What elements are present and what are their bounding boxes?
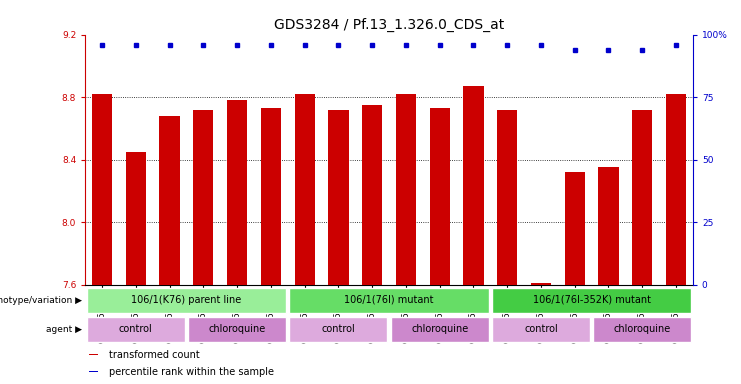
Bar	[227, 100, 247, 285]
Bar	[328, 109, 348, 285]
Text: genotype/variation ▶: genotype/variation ▶	[0, 296, 82, 305]
Text: 106/1(K76) parent line: 106/1(K76) parent line	[131, 295, 242, 305]
Bar	[87, 318, 185, 342]
Bar	[492, 318, 590, 342]
Text: control: control	[322, 324, 355, 334]
Bar	[188, 318, 286, 342]
Text: control: control	[119, 324, 153, 334]
Bar	[531, 283, 551, 285]
Text: percentile rank within the sample: percentile rank within the sample	[109, 367, 273, 377]
Bar	[90, 354, 99, 355]
Text: 106/1(76I) mutant: 106/1(76I) mutant	[345, 295, 433, 305]
Text: agent ▶: agent ▶	[45, 325, 82, 334]
Bar	[362, 105, 382, 285]
Text: 106/1(76I-352K) mutant: 106/1(76I-352K) mutant	[533, 295, 651, 305]
Bar	[261, 108, 281, 285]
Bar	[396, 94, 416, 285]
Bar	[565, 172, 585, 285]
Text: chloroquine: chloroquine	[411, 324, 468, 334]
Bar	[666, 94, 686, 285]
Bar	[290, 318, 388, 342]
Bar	[159, 116, 180, 285]
Bar	[290, 288, 488, 313]
Bar	[92, 94, 112, 285]
Bar	[193, 109, 213, 285]
Bar	[463, 86, 484, 285]
Bar	[598, 167, 619, 285]
Title: GDS3284 / Pf.13_1.326.0_CDS_at: GDS3284 / Pf.13_1.326.0_CDS_at	[274, 18, 504, 32]
Text: chloroquine: chloroquine	[208, 324, 266, 334]
Bar	[492, 288, 691, 313]
Bar	[497, 109, 517, 285]
Bar	[294, 94, 315, 285]
Bar	[632, 109, 652, 285]
Bar	[391, 318, 488, 342]
Bar	[90, 371, 99, 372]
Bar	[430, 108, 450, 285]
Bar	[126, 152, 146, 285]
Bar	[594, 318, 691, 342]
Text: control: control	[524, 324, 558, 334]
Text: transformed count: transformed count	[109, 350, 199, 360]
Bar	[87, 288, 286, 313]
Text: chloroquine: chloroquine	[614, 324, 671, 334]
